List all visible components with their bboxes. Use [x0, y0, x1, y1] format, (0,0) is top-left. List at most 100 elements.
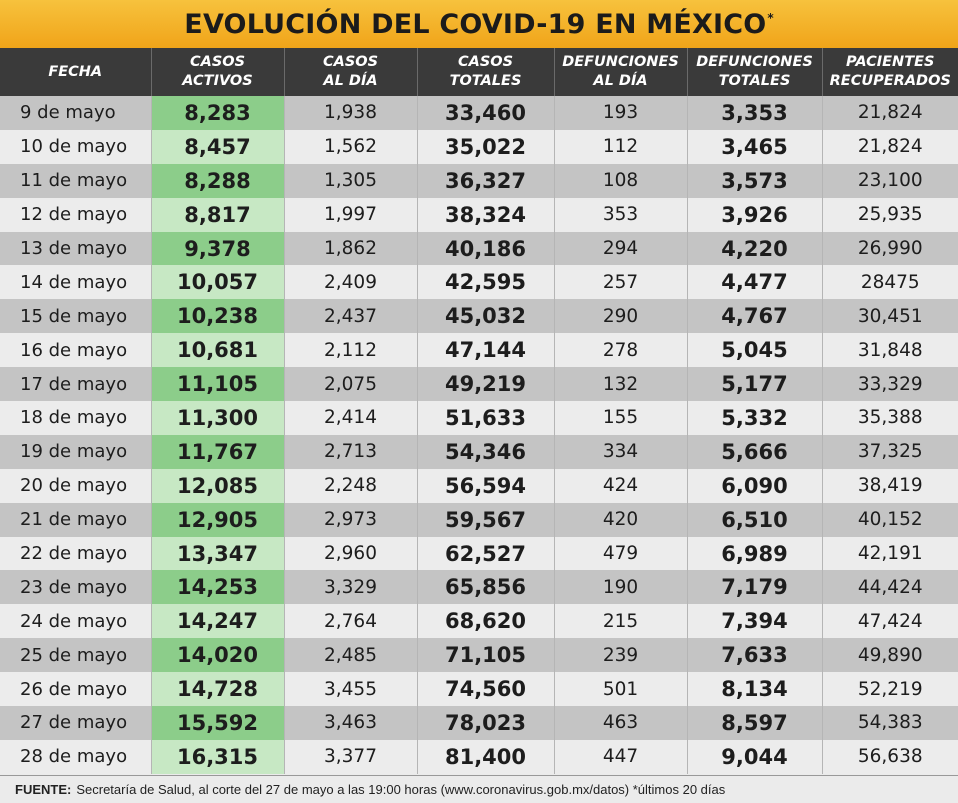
cell-defunciones-totales: 5,666 [687, 434, 823, 469]
cell-casos-al-dia: 3,455 [284, 672, 418, 707]
cell-defunciones-totales: 6,510 [687, 502, 823, 537]
table-row: 13 de mayo 9,378 1,862 40,186 294 4,220 26,990 [0, 231, 958, 266]
cell-defunciones-totales: 5,045 [687, 333, 823, 368]
cell-defunciones-al-dia: 108 [554, 163, 688, 198]
header-line2: TOTALES [449, 73, 522, 89]
cell-casos-totales: 78,023 [417, 706, 555, 740]
cell-defunciones-totales: 8,134 [687, 672, 823, 707]
cell-fecha: 21 de mayo [0, 502, 152, 537]
cell-defunciones-al-dia: 447 [554, 739, 688, 774]
cell-defunciones-totales: 5,332 [687, 401, 823, 435]
cell-casos-al-dia: 1,997 [284, 197, 418, 232]
cell-casos-totales: 38,324 [417, 197, 555, 232]
cell-defunciones-totales: 4,477 [687, 265, 823, 300]
cell-fecha: 17 de mayo [0, 367, 152, 402]
cell-casos-activos: 12,085 [151, 468, 285, 503]
cell-defunciones-al-dia: 193 [554, 96, 688, 130]
header-col-casos-activos: CASOS ACTIVOS [151, 48, 285, 96]
cell-casos-al-dia: 3,377 [284, 739, 418, 774]
cell-casos-al-dia: 2,960 [284, 536, 418, 571]
cell-casos-activos: 8,283 [151, 96, 285, 130]
cell-casos-al-dia: 3,329 [284, 570, 418, 605]
cell-casos-totales: 45,032 [417, 299, 555, 334]
cell-casos-activos: 15,592 [151, 706, 285, 740]
table-row: 9 de mayo 8,283 1,938 33,460 193 3,353 21,824 [0, 96, 958, 130]
table-row: 11 de mayo 8,288 1,305 36,327 108 3,573 23,100 [0, 163, 958, 198]
cell-pacientes-recuperados: 21,824 [822, 129, 958, 164]
cell-casos-al-dia: 2,414 [284, 401, 418, 435]
cell-casos-activos: 13,347 [151, 536, 285, 571]
cell-casos-activos: 8,457 [151, 129, 285, 164]
cell-casos-activos: 12,905 [151, 502, 285, 537]
header-line1: FECHA [48, 63, 103, 80]
table-row: 20 de mayo 12,085 2,248 56,594 424 6,090 38,41… [0, 468, 958, 503]
cell-defunciones-totales: 3,926 [687, 197, 823, 232]
cell-casos-activos: 11,767 [151, 434, 285, 469]
cell-casos-totales: 74,560 [417, 672, 555, 707]
header-col-defunciones-totales: DEFUNCIONES TOTALES [687, 48, 823, 96]
cell-pacientes-recuperados: 30,451 [822, 299, 958, 334]
cell-defunciones-totales: 7,633 [687, 638, 823, 673]
cell-defunciones-totales: 4,220 [687, 231, 823, 266]
table-row: 28 de mayo 16,315 3,377 81,400 447 9,044 56,63… [0, 739, 958, 774]
cell-casos-totales: 71,105 [417, 638, 555, 673]
table-body: 9 de mayo 8,283 1,938 33,460 193 3,353 21,824 1… [0, 96, 958, 774]
header-col-casos-totales: CASOS TOTALES [417, 48, 555, 96]
cell-defunciones-al-dia: 424 [554, 468, 688, 503]
cell-pacientes-recuperados: 56,638 [822, 739, 958, 774]
cell-casos-activos: 9,378 [151, 231, 285, 266]
cell-pacientes-recuperados: 25,935 [822, 197, 958, 232]
cell-casos-al-dia: 3,463 [284, 706, 418, 740]
cell-casos-activos: 10,238 [151, 299, 285, 334]
source-footer: FUENTE: Secretaría de Salud, al corte de… [0, 775, 958, 803]
table-row: 19 de mayo 11,767 2,713 54,346 334 5,666 37,32… [0, 434, 958, 469]
cell-defunciones-al-dia: 112 [554, 129, 688, 164]
table-header-row: FECHA CASOS ACTIVOS CASOS AL DÍA CASOS TOTALES… [0, 48, 958, 96]
cell-defunciones-al-dia: 420 [554, 502, 688, 537]
cell-defunciones-al-dia: 501 [554, 672, 688, 707]
cell-pacientes-recuperados: 44,424 [822, 570, 958, 605]
cell-casos-al-dia: 2,973 [284, 502, 418, 537]
cell-defunciones-totales: 3,353 [687, 96, 823, 130]
cell-casos-activos: 16,315 [151, 739, 285, 774]
header-line2: AL DÍA [593, 73, 648, 89]
header-line1: DEFUNCIONES [696, 54, 813, 70]
cell-defunciones-al-dia: 278 [554, 333, 688, 368]
header-line1: PACIENTES [846, 54, 935, 70]
cell-pacientes-recuperados: 54,383 [822, 706, 958, 740]
cell-fecha: 18 de mayo [0, 401, 152, 435]
table-row: 27 de mayo 15,592 3,463 78,023 463 8,597 54,38… [0, 706, 958, 740]
table-row: 12 de mayo 8,817 1,997 38,324 353 3,926 25,935 [0, 197, 958, 232]
header-line1: CASOS [189, 54, 246, 70]
cell-casos-al-dia: 2,764 [284, 604, 418, 639]
header-line2: ACTIVOS [182, 73, 253, 89]
cell-fecha: 28 de mayo [0, 739, 152, 774]
cell-defunciones-totales: 6,090 [687, 468, 823, 503]
cell-defunciones-totales: 4,767 [687, 299, 823, 334]
table-row: 15 de mayo 10,238 2,437 45,032 290 4,767 30,45… [0, 299, 958, 334]
cell-casos-activos: 10,057 [151, 265, 285, 300]
header-line1: CASOS [457, 54, 514, 70]
table-row: 10 de mayo 8,457 1,562 35,022 112 3,465 21,824 [0, 129, 958, 164]
cell-casos-activos: 11,105 [151, 367, 285, 402]
table-row: 23 de mayo 14,253 3,329 65,856 190 7,179 44,42… [0, 570, 958, 605]
cell-fecha: 14 de mayo [0, 265, 152, 300]
cell-casos-activos: 10,681 [151, 333, 285, 368]
table-row: 14 de mayo 10,057 2,409 42,595 257 4,477 28475 [0, 265, 958, 300]
cell-defunciones-al-dia: 463 [554, 706, 688, 740]
cell-pacientes-recuperados: 38,419 [822, 468, 958, 503]
cell-casos-totales: 35,022 [417, 129, 555, 164]
cell-pacientes-recuperados: 33,329 [822, 367, 958, 402]
cell-defunciones-al-dia: 132 [554, 367, 688, 402]
table-row: 22 de mayo 13,347 2,960 62,527 479 6,989 42,19… [0, 536, 958, 571]
cell-defunciones-al-dia: 239 [554, 638, 688, 673]
table-row: 18 de mayo 11,300 2,414 51,633 155 5,332 35,38… [0, 401, 958, 435]
footer-label: FUENTE: [15, 782, 72, 797]
header-col-fecha: FECHA [0, 48, 152, 96]
cell-defunciones-totales: 9,044 [687, 739, 823, 774]
cell-pacientes-recuperados: 42,191 [822, 536, 958, 571]
footer-text: Secretaría de Salud, al corte del 27 de … [76, 782, 726, 797]
cell-pacientes-recuperados: 21,824 [822, 96, 958, 130]
cell-fecha: 19 de mayo [0, 434, 152, 469]
cell-casos-al-dia: 2,112 [284, 333, 418, 368]
